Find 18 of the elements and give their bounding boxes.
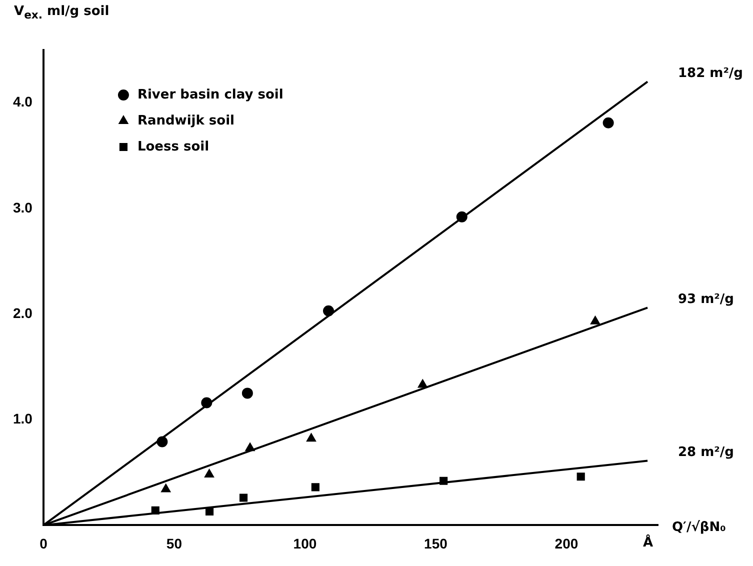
legend-label: Loess soil xyxy=(137,139,210,154)
x-tick-label: 0 xyxy=(40,535,48,552)
y-tick-label: 4.0 xyxy=(12,94,33,110)
x-tick-label: 100 xyxy=(293,535,317,552)
y-tick-label: 1.0 xyxy=(12,410,33,426)
text: 182 m²/g xyxy=(678,66,743,82)
legend-label: River basin clay soil xyxy=(137,87,284,102)
y-tick-label: 2.0 xyxy=(12,304,33,321)
x-axis-title: Q′/√βN₀ xyxy=(672,520,726,535)
y-axis-title: V$_{ex.}$ ml/g soil xyxy=(14,4,110,24)
x-tick-label: 50 xyxy=(166,535,182,552)
legend-label: Randwijk soil xyxy=(137,113,234,128)
text: 93 m²/g xyxy=(678,292,734,308)
text: Å xyxy=(642,534,654,551)
x-tick-label: 200 xyxy=(554,535,578,552)
x-tick-label: 150 xyxy=(424,535,448,552)
y-tick-label: 3.0 xyxy=(12,199,33,216)
text: 28 m²/g xyxy=(678,445,734,460)
